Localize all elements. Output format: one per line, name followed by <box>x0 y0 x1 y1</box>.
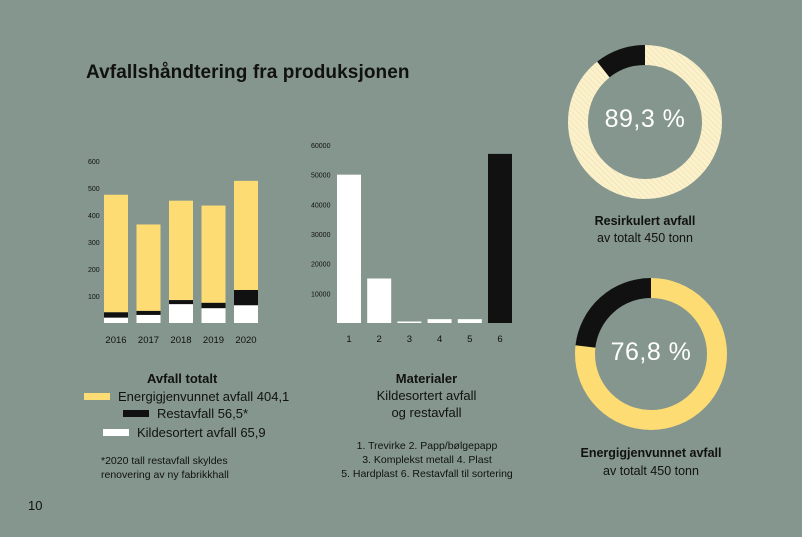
y-tick-label: 20000 <box>311 262 331 269</box>
bar-material-1 <box>337 174 361 323</box>
energy-donut <box>575 278 727 430</box>
x-tick-label: 2017 <box>138 335 159 346</box>
materials-subtitle-1: Kildesortert avfall <box>376 388 477 403</box>
x-tick-label: 1 <box>346 334 351 345</box>
legend-residual: Restavfall 56,5* <box>123 406 248 421</box>
y-tick-label: 50000 <box>311 173 331 180</box>
bar-material-4 <box>427 319 452 323</box>
materials-chart: 10000 20000 30000 40000 50000 60000 1 2 3 4 5 6 <box>311 143 512 345</box>
waste-total-chart: 100 200 300 400 500 600 2016 2017 2018 2019 2020 <box>88 159 258 346</box>
x-tick-label: 6 <box>497 334 502 345</box>
y-tick-label: 40000 <box>311 202 331 209</box>
recycled-label: Resirkulert avfall <box>594 214 696 228</box>
x-tick-label: 2019 <box>203 335 224 346</box>
bar-2019-energigjenvunnet-avfall <box>201 205 226 303</box>
bar-2017-energigjenvunnet-avfall <box>136 224 161 311</box>
note-line-2: renovering av ny fabrikkhall <box>101 469 229 481</box>
donut-remainder-segment <box>575 278 727 430</box>
x-tick-label: 5 <box>467 334 472 345</box>
y-tick-label: 60000 <box>311 143 331 150</box>
legend-sorted-label: Kildesortert avfall 65,9 <box>137 425 266 440</box>
energy-percentage: 76,8 % <box>610 338 692 366</box>
x-tick-label: 4 <box>437 334 442 345</box>
y-tick-label: 500 <box>88 186 100 193</box>
materials-key-line-2: 3. Komplekst metall 4. Plast <box>362 454 492 466</box>
energy-sublabel: av totalt 450 tonn <box>603 464 699 478</box>
donut-remainder-segment <box>568 45 722 199</box>
y-tick-label: 200 <box>88 267 100 274</box>
bar-2019-kildesortert-avfall <box>201 308 226 323</box>
materials-key-line-3: 5. Hardplast 6. Restavfall til sortering <box>341 468 513 480</box>
recycled-donut <box>568 45 722 199</box>
bar-material-6 <box>488 153 512 323</box>
bar-2018-energigjenvunnet-avfall <box>169 200 193 301</box>
x-tick-label: 2016 <box>105 335 126 346</box>
bar-2020-restavfall <box>234 289 258 306</box>
legend-energy-swatch <box>84 393 110 400</box>
bar-2019-restavfall <box>201 302 226 309</box>
recycled-sublabel: av totalt 450 tonn <box>597 231 693 245</box>
bar-2018-kildesortert-avfall <box>169 304 193 323</box>
legend-sorted: Kildesortert avfall 65,9 <box>103 425 266 440</box>
x-tick-label: 3 <box>407 334 412 345</box>
legend-energy-label: Energigjenvunnet avfall 404,1 <box>118 389 290 404</box>
legend-sorted-swatch <box>103 429 129 436</box>
x-tick-label: 2020 <box>235 335 256 346</box>
page-number: 10 <box>28 498 43 513</box>
bar-2020-energigjenvunnet-avfall <box>234 180 258 290</box>
materials-key: 1. Trevirke 2. Papp/bølgepapp 3. Komplek… <box>327 439 527 481</box>
materials-legend-title: Materialer <box>395 371 458 386</box>
y-tick-label: 600 <box>88 159 100 166</box>
y-tick-label: 100 <box>88 294 100 301</box>
materials-key-line-1: 1. Trevirke 2. Papp/bølgepapp <box>356 440 498 452</box>
y-tick-label: 300 <box>88 240 100 247</box>
legend-energy: Energigjenvunnet avfall 404,1 <box>84 389 289 404</box>
legend-residual-label: Restavfall 56,5* <box>157 406 249 421</box>
bar-2018-restavfall <box>169 300 193 305</box>
y-tick-label: 30000 <box>311 232 331 239</box>
materials-legend: Materialer Kildesortert avfall og restav… <box>349 371 504 420</box>
bar-material-5 <box>457 319 482 323</box>
bar-material-3 <box>397 321 422 323</box>
bar-2016-kildesortert-avfall <box>104 317 128 323</box>
legend-residual-swatch <box>123 410 149 417</box>
x-tick-label: 2 <box>377 334 382 345</box>
recycled-percentage: 89,3 % <box>604 105 686 133</box>
x-tick-label: 2018 <box>170 335 191 346</box>
waste-total-legend-title: Avfall totalt <box>147 371 218 386</box>
y-tick-label: 400 <box>88 213 100 220</box>
page-title: Avfallshåndtering fra produksjonen <box>86 62 410 83</box>
energy-label: Energigjenvunnet avfall <box>580 446 722 460</box>
bar-2020-kildesortert-avfall <box>234 305 258 323</box>
bar-2016-restavfall <box>104 312 128 318</box>
waste-total-note: *2020 tall restavfall skyldes renovering… <box>101 454 229 482</box>
bar-material-2 <box>367 278 392 323</box>
bar-2017-restavfall <box>136 310 161 315</box>
materials-subtitle-2: og restavfall <box>391 405 462 420</box>
bar-2016-energigjenvunnet-avfall <box>104 194 128 313</box>
y-tick-label: 10000 <box>311 291 331 298</box>
note-line-1: *2020 tall restavfall skyldes <box>101 455 228 467</box>
bar-2017-kildesortert-avfall <box>136 314 161 323</box>
